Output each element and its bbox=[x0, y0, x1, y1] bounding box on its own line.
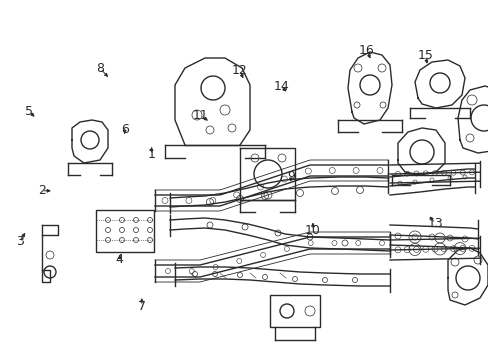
Text: 12: 12 bbox=[231, 64, 247, 77]
Text: 5: 5 bbox=[25, 105, 33, 118]
Bar bbox=[96, 210, 154, 252]
Bar bbox=[269, 295, 319, 327]
Text: 8: 8 bbox=[96, 62, 104, 75]
Text: 4: 4 bbox=[116, 253, 123, 266]
Text: 1: 1 bbox=[147, 148, 155, 161]
Text: 10: 10 bbox=[305, 224, 320, 237]
Text: 6: 6 bbox=[121, 123, 128, 136]
Text: 9: 9 bbox=[286, 170, 294, 183]
Text: 7: 7 bbox=[138, 300, 145, 312]
Text: 15: 15 bbox=[417, 49, 432, 62]
Text: 14: 14 bbox=[273, 80, 288, 93]
Text: 11: 11 bbox=[192, 109, 208, 122]
Text: 13: 13 bbox=[427, 217, 442, 230]
Text: 16: 16 bbox=[358, 44, 374, 57]
Text: 3: 3 bbox=[16, 235, 23, 248]
Text: 2: 2 bbox=[38, 184, 45, 197]
